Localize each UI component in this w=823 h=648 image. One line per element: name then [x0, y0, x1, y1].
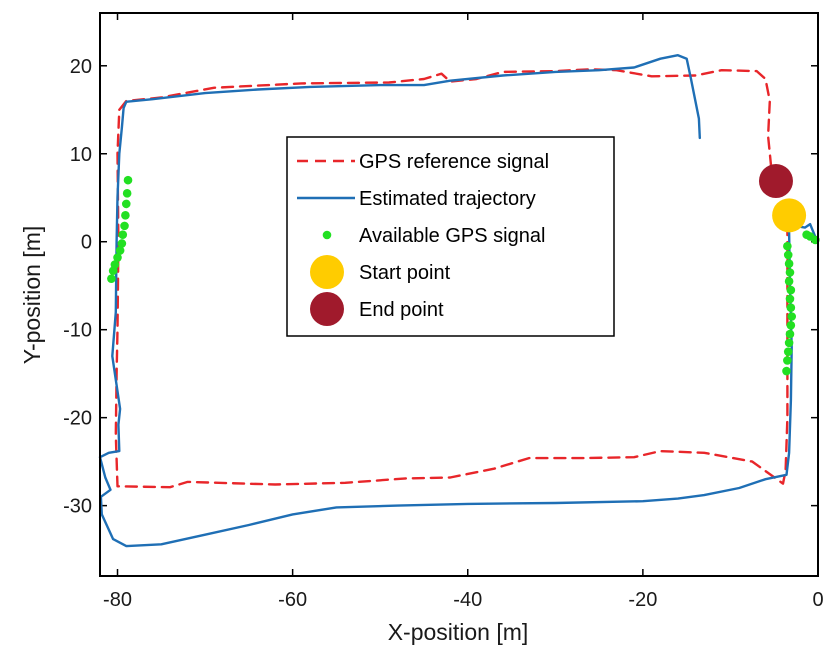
- start-point-marker: [772, 198, 807, 233]
- gps-available-point: [785, 294, 795, 304]
- gps-available-point: [784, 259, 794, 269]
- legend-label: Start point: [359, 262, 451, 284]
- gps-available-point: [785, 268, 795, 277]
- y-tick-label: 0: [81, 232, 92, 254]
- x-tick-label: -20: [628, 589, 657, 611]
- x-axis-label: X-position [m]: [388, 619, 529, 645]
- gps-available-point: [783, 250, 793, 260]
- legend-swatch-dot: [310, 292, 344, 326]
- x-tick-label: 0: [812, 589, 823, 611]
- gps-available-point: [785, 329, 795, 339]
- gps-available-point: [783, 347, 793, 356]
- gps-available-point: [113, 253, 122, 262]
- gps-available-point: [115, 246, 125, 255]
- end-point-marker: [758, 164, 793, 199]
- x-tick-label: -40: [453, 589, 482, 611]
- gps-available-point: [117, 239, 127, 248]
- gps-available-point: [108, 266, 118, 276]
- legend-label: End point: [359, 299, 444, 321]
- gps-available-point: [120, 221, 129, 231]
- y-tick-label: -20: [63, 408, 92, 430]
- y-tick-label: 20: [70, 56, 92, 78]
- gps-available-point: [783, 241, 792, 251]
- legend-label: GPS reference signal: [359, 151, 549, 173]
- gps-available-point: [121, 199, 131, 209]
- gps-available-point: [786, 303, 796, 312]
- y-axis-label: Y-position [m]: [19, 226, 45, 365]
- gps-available-point: [786, 320, 796, 330]
- gps-available-point: [783, 356, 792, 365]
- gps-available-point: [123, 175, 133, 185]
- gps-available-point: [121, 211, 130, 220]
- gps-available-point: [786, 285, 796, 295]
- gps-available-point: [118, 230, 128, 239]
- gps-available-point: [107, 274, 116, 283]
- x-tick-label: -80: [103, 589, 132, 611]
- gps-available-point: [784, 277, 794, 286]
- gps-available-point: [784, 338, 794, 348]
- legend-swatch-dot: [310, 255, 344, 289]
- gps-available-point: [782, 366, 791, 376]
- legend-swatch-marker: [322, 230, 332, 240]
- x-tick-label: -60: [278, 589, 307, 611]
- legend-label: Available GPS signal: [359, 225, 545, 247]
- estimated-trajectory-line: [98, 54, 793, 548]
- plot-layer: [98, 54, 820, 548]
- y-tick-label: -30: [63, 496, 92, 518]
- plot-frame: [99, 12, 819, 577]
- gps-available-point: [122, 189, 132, 198]
- y-tick-label: 10: [70, 144, 92, 166]
- legend: GPS reference signal Estimated trajectory…: [286, 136, 615, 337]
- gps-available-point: [787, 312, 797, 321]
- legend-label: Estimated trajectory: [359, 188, 536, 210]
- y-tick-label: -10: [63, 320, 92, 342]
- tick-layer: -80 -60 -40 -20 0 20 10 0 -10 -20 -30: [63, 13, 823, 611]
